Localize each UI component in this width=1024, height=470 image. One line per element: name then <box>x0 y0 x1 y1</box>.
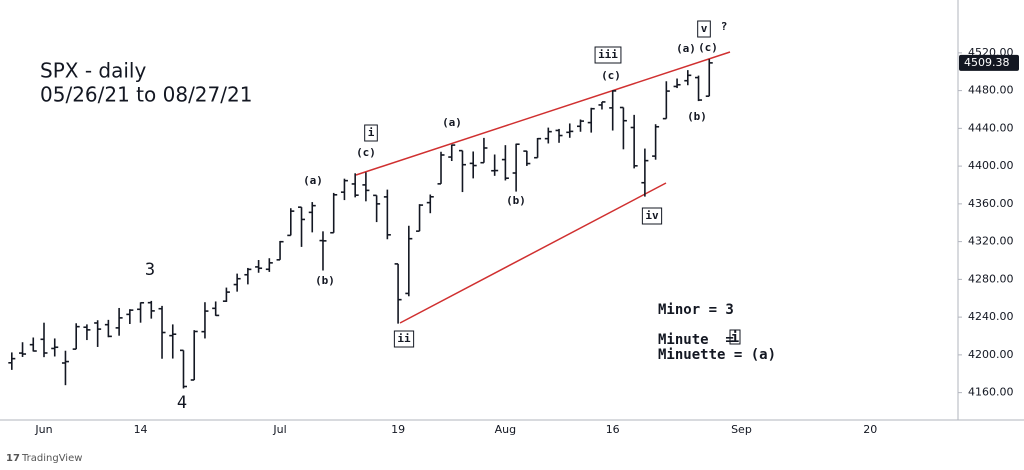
wave-label: (b) <box>315 274 335 287</box>
wave-label: ? <box>721 20 728 33</box>
wave-label: (a) <box>303 174 323 187</box>
wave-label: (a) <box>442 116 462 129</box>
wave-label: i <box>368 126 375 139</box>
y-tick-label: 4480.00 <box>968 84 1014 97</box>
key-box <box>729 329 741 345</box>
wave-label: iii <box>598 48 618 61</box>
x-tick-label: Sep <box>731 423 752 436</box>
wave-box <box>594 46 622 64</box>
wave-label: 4 <box>177 393 187 413</box>
key-minuette: Minuette = (a) <box>658 347 776 363</box>
y-tick-label: 4160.00 <box>968 386 1014 399</box>
y-tick-label: 4400.00 <box>968 159 1014 172</box>
watermark: TradingView <box>21 453 82 464</box>
chart-subtitle: 05/26/21 to 08/27/21 <box>40 83 252 107</box>
chart-title: SPX - daily <box>40 59 146 83</box>
price-tag-label: 4509.38 <box>964 56 1010 69</box>
wave-label: 3 <box>145 260 155 280</box>
wave-label: (b) <box>506 194 526 207</box>
wave-label: iv <box>645 209 659 222</box>
price-tag <box>959 54 1019 71</box>
key-minor: Minor = 3 <box>658 302 734 318</box>
y-tick-label: 4200.00 <box>968 348 1014 361</box>
wave-label: (c) <box>356 146 376 159</box>
x-tick-label: Jul <box>272 423 286 436</box>
x-tick-label: Aug <box>495 423 516 436</box>
wave-label: (b) <box>687 110 707 123</box>
wave-label: v <box>701 22 708 35</box>
y-tick-label: 4320.00 <box>968 235 1014 248</box>
wave-label: ii <box>397 332 411 345</box>
x-tick-label: Jun <box>34 423 52 436</box>
key-minute-symbol: i <box>731 330 739 346</box>
wave-label: (c) <box>601 69 621 82</box>
x-tick-label: 14 <box>134 423 148 436</box>
wave-box <box>393 330 415 348</box>
logo: 17 <box>6 453 20 464</box>
wave-box <box>364 124 378 142</box>
wave-label: (a) <box>676 42 696 55</box>
y-tick-label: 4440.00 <box>968 121 1014 134</box>
y-tick-label: 4360.00 <box>968 197 1014 210</box>
lower-trendline <box>399 182 667 324</box>
wave-box <box>697 20 711 38</box>
x-tick-label: 19 <box>391 423 405 436</box>
y-tick-label: 4240.00 <box>968 310 1014 323</box>
x-tick-label: 16 <box>606 423 620 436</box>
wave-label: (c) <box>698 41 718 54</box>
x-tick-label: 20 <box>863 423 877 436</box>
upper-trendline <box>355 51 731 176</box>
y-tick-label: 4280.00 <box>968 272 1014 285</box>
key-minute: Minute = <box>658 332 734 348</box>
wave-box <box>641 207 663 225</box>
